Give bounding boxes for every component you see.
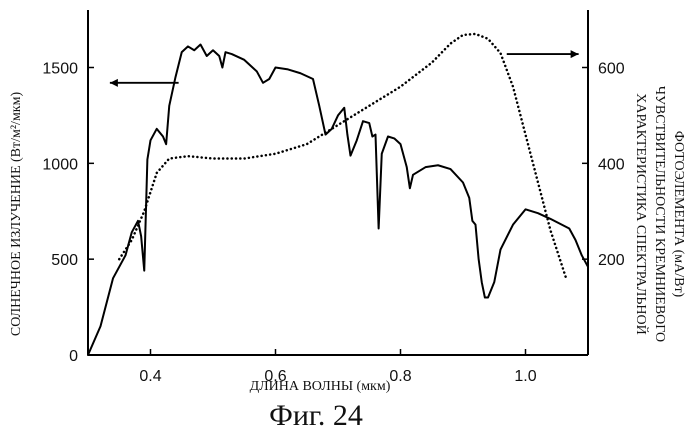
y-right-tick-label: 200: [598, 252, 625, 269]
y-left-tick-label: 1500: [42, 61, 78, 78]
y-axis-right-title-line-1: ХАРАКТЕРИСТИКА СПЕКТРАЛЬНОЙ: [633, 93, 650, 334]
y-axis-right-title-line-2: ЧУВСТВИТЕЛЬНОСТИ КРЕМНИЕВОГО: [652, 86, 667, 342]
x-tick-label: 0.8: [389, 368, 411, 385]
axes: [88, 10, 588, 355]
y-axis-right-title-line-3: ФОТОЭЛЕМЕНТА (мА/Вт): [671, 131, 686, 298]
y-axis-left-title: СОЛНЕЧНОЕ ИЗЛУЧЕНИЕ (Вт/м²/мкм): [9, 92, 24, 337]
x-axis-title: ДЛИНА ВОЛНЫ (мкм): [250, 379, 391, 394]
ticks: 0.40.60.81.0050010001500200400600: [42, 61, 624, 386]
y-right-tick-label: 600: [598, 61, 625, 78]
x-tick-label: 0.4: [139, 368, 161, 385]
y-left-tick-label: 1000: [42, 156, 78, 173]
spectral-response-line: [119, 34, 566, 278]
y-right-tick-label: 400: [598, 156, 625, 173]
x-tick-label: 1.0: [514, 368, 536, 385]
y-left-tick-label: 0: [69, 348, 78, 365]
figure-caption: Фиг. 24: [269, 399, 363, 432]
y-left-tick-label: 500: [51, 252, 78, 269]
